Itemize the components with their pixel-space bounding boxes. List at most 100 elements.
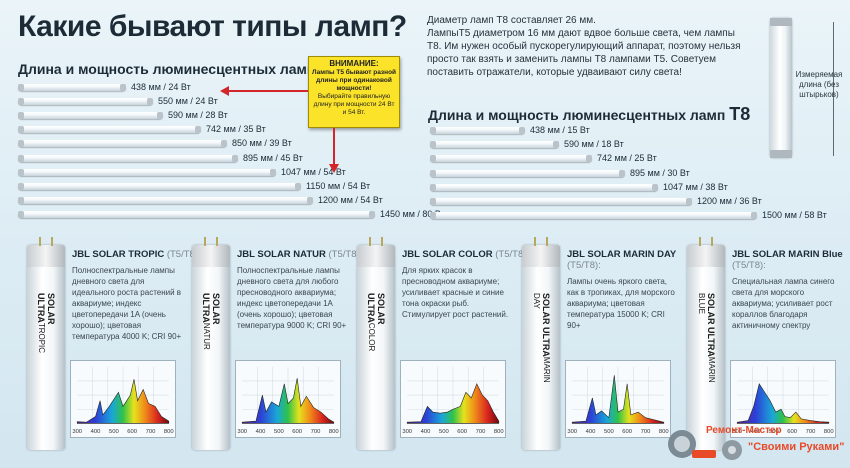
product-name-text: JBL SOLAR MARIN Blue xyxy=(732,249,843,260)
spectrum-tick-label: 400 xyxy=(256,429,266,435)
arrow-head-down-icon xyxy=(329,164,339,173)
spectrum-area xyxy=(571,375,665,424)
t5-heading-text: Длина и мощность люминесцентных ламп xyxy=(18,61,320,77)
page-title: Какие бывают типы ламп? xyxy=(18,10,407,43)
spectrum-tick-label: 300 xyxy=(402,429,412,435)
tube-pin xyxy=(711,237,713,246)
t5-lamp-label: 895 мм / 45 Вт xyxy=(243,152,303,163)
spectrum-area xyxy=(76,379,170,424)
arrow-head-left-icon xyxy=(220,86,229,96)
tube-cap xyxy=(192,245,230,267)
spectrum-tick-label: 600 xyxy=(292,429,302,435)
spectrum-tick-label: 600 xyxy=(127,429,137,435)
t5-lamp-label: 1150 мм / 54 Вт xyxy=(306,180,371,191)
notice-arrow-down xyxy=(333,128,335,166)
spectrum-tick-label: 700 xyxy=(476,429,486,435)
tube-model: COLOR xyxy=(367,322,376,352)
notice-bold-text: Лампы T5 бывают разной длины при одинако… xyxy=(311,69,397,92)
product-tube: SOLAR ULTRATROPIC xyxy=(27,237,65,450)
spectrum-chart: 300 400 500 600 700 800 xyxy=(235,360,341,438)
tube-label: SOLAR ULTRATROPIC xyxy=(36,293,56,383)
tube-model: MARIN BLUE xyxy=(697,293,716,383)
notice-arrow-left xyxy=(228,90,308,92)
t8-lamp-6 xyxy=(430,212,757,220)
product-tube: SOLAR ULTRACOLOR xyxy=(357,237,395,450)
t5-lamp-label: 742 мм / 35 Вт xyxy=(206,124,266,135)
t8-lamp-label: 742 мм / 25 Вт xyxy=(597,153,657,164)
t5-lamp-0 xyxy=(18,84,126,91)
spectrum-tick-label: 500 xyxy=(274,429,284,435)
spectrum-tick-label: 700 xyxy=(641,429,651,435)
spectrum-tick-label: 700 xyxy=(806,429,816,435)
tube-model: TROPIC xyxy=(37,322,46,354)
t5-lamp-label: 1200 мм / 54 Вт xyxy=(318,194,383,205)
spectrum-tick-label: 400 xyxy=(751,429,761,435)
t8-lamp-label: 1500 мм / 58 Вт xyxy=(762,210,827,221)
t8-lamp-5 xyxy=(430,198,692,205)
tube-pin xyxy=(204,237,206,246)
spectrum-tick-label: 800 xyxy=(659,429,669,435)
t8-lamp-label: 1047 мм / 38 Вт xyxy=(663,181,728,192)
tube-cap xyxy=(27,245,65,267)
t5-lamp-7 xyxy=(18,182,301,190)
intro-line-1: Диаметр ламп T8 составляет 26 мм. xyxy=(427,15,596,26)
product-suffix: (T5/T8): xyxy=(567,260,601,271)
t5-lamp-5 xyxy=(18,154,238,162)
spectrum-tick-label: 600 xyxy=(622,429,632,435)
product-tube: SOLAR ULTRANATUR xyxy=(192,237,230,450)
spectrum-tick-label: 800 xyxy=(329,429,339,435)
product-name-text: JBL SOLAR TROPIC xyxy=(72,249,165,260)
spectrum-tick-label: 400 xyxy=(421,429,431,435)
product-description: Специальная лампа синего света для морск… xyxy=(732,277,835,330)
t8-lamp-label: 438 мм / 15 Вт xyxy=(530,125,590,135)
t5-lamp-3 xyxy=(18,126,201,134)
spectrum-tick-label: 400 xyxy=(91,429,101,435)
product-suffix: (T5/T8): xyxy=(732,260,766,271)
product-tube: SOLAR ULTRAMARIN BLUE xyxy=(687,237,725,450)
notice-box: ВНИМАНИЕ: Лампы T5 бывают разной длины п… xyxy=(308,56,400,128)
product-name: JBL SOLAR TROPIC (T5/T8): xyxy=(72,249,201,260)
product-suffix: (T5/T8): xyxy=(164,249,201,260)
t5-lamp-label: 590 мм / 28 Вт xyxy=(168,110,228,121)
spectrum-chart: 300 400 500 600 700 800 xyxy=(565,360,671,438)
t5-lamp-label: 850 мм / 39 Вт xyxy=(232,138,292,149)
spectrum-tick-label: 800 xyxy=(824,429,834,435)
t8-lamp-label: 1200 мм / 36 Вт xyxy=(697,196,762,206)
spectrum-chart: 300 400 500 600 700 800 xyxy=(400,360,506,438)
t8-lamp-1 xyxy=(430,141,559,149)
spectrum-tick-label: 400 xyxy=(586,429,596,435)
t5-lamp-8 xyxy=(18,196,313,204)
tube-pin xyxy=(39,237,41,246)
t5-lamp-label: 1450 мм / 80 Вт xyxy=(380,208,445,219)
t8-heading-big: T8 xyxy=(729,104,751,124)
product-name-text: JBL SOLAR NATUR xyxy=(237,249,326,260)
tube-label: SOLAR ULTRAMARIN BLUE xyxy=(696,293,716,383)
t5-lamp-label: 1047 мм / 54 Вт xyxy=(281,166,346,177)
spectrum-area xyxy=(241,378,335,424)
spectrum-area xyxy=(736,383,830,424)
product-description: Полноспектральные лампы дневного света д… xyxy=(237,266,347,330)
tube-model: NATUR xyxy=(202,322,211,350)
tube-brand: SOLAR ULTRA xyxy=(706,293,716,357)
tube-pin xyxy=(51,237,53,246)
measure-label: Измеряемая длина (без штырьков) xyxy=(795,70,843,99)
spectrum-tick-label: 300 xyxy=(732,429,742,435)
watermark-line-2: "Своими Руками" xyxy=(748,441,845,453)
t5-lamp-4 xyxy=(18,140,227,148)
spectrum-chart: 300 400 500 600 700 800 xyxy=(70,360,176,438)
t5-lamp-2 xyxy=(18,112,163,120)
t5-heading: Длина и мощность люминесцентных ламп T5 xyxy=(18,58,340,79)
measure-line xyxy=(833,22,834,156)
tube-model: MARIN DAY xyxy=(532,293,551,383)
product-name: JBL SOLAR MARIN DAY (T5/T8): xyxy=(567,249,676,271)
intro-line-2: ЛампыT5 диаметром 16 мм дают вдвое больш… xyxy=(427,28,741,78)
watermark-line-1: Ремонт-Мастер xyxy=(706,425,782,436)
spectrum-tick-label: 500 xyxy=(109,429,119,435)
product-name: JBL SOLAR MARIN Blue (T5/T8): xyxy=(732,249,843,271)
watermark-logo-icon xyxy=(668,430,742,460)
t8-lamp-label: 590 мм / 18 Вт xyxy=(564,139,624,150)
t5-lamp-9 xyxy=(18,210,375,218)
tube-pin xyxy=(381,237,383,246)
spectrum-tick-label: 800 xyxy=(494,429,504,435)
product-name-text: JBL SOLAR MARIN DAY xyxy=(567,249,677,260)
